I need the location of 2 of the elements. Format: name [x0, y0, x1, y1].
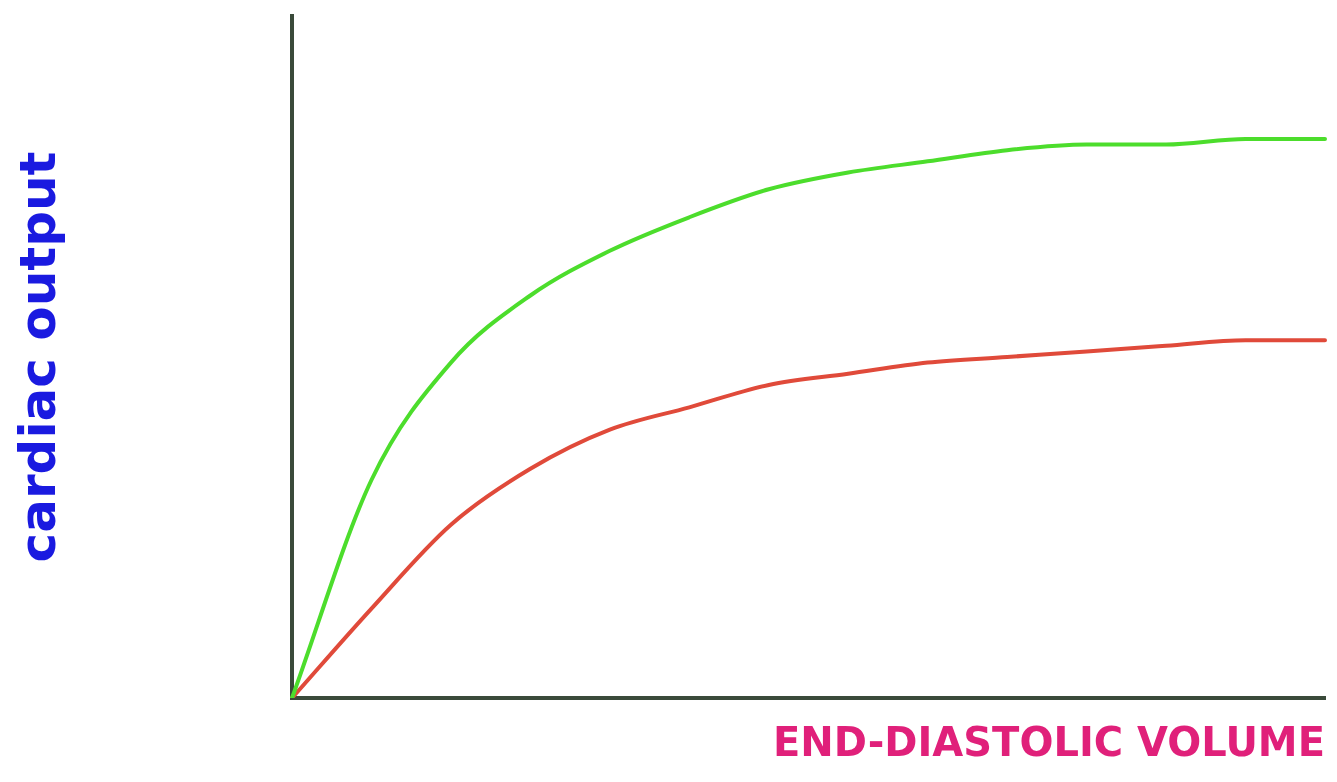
- x-axis-title: END-DIASTOLIC VOLUME: [772, 719, 1325, 766]
- y-axis-title: cardiac output: [8, 151, 67, 563]
